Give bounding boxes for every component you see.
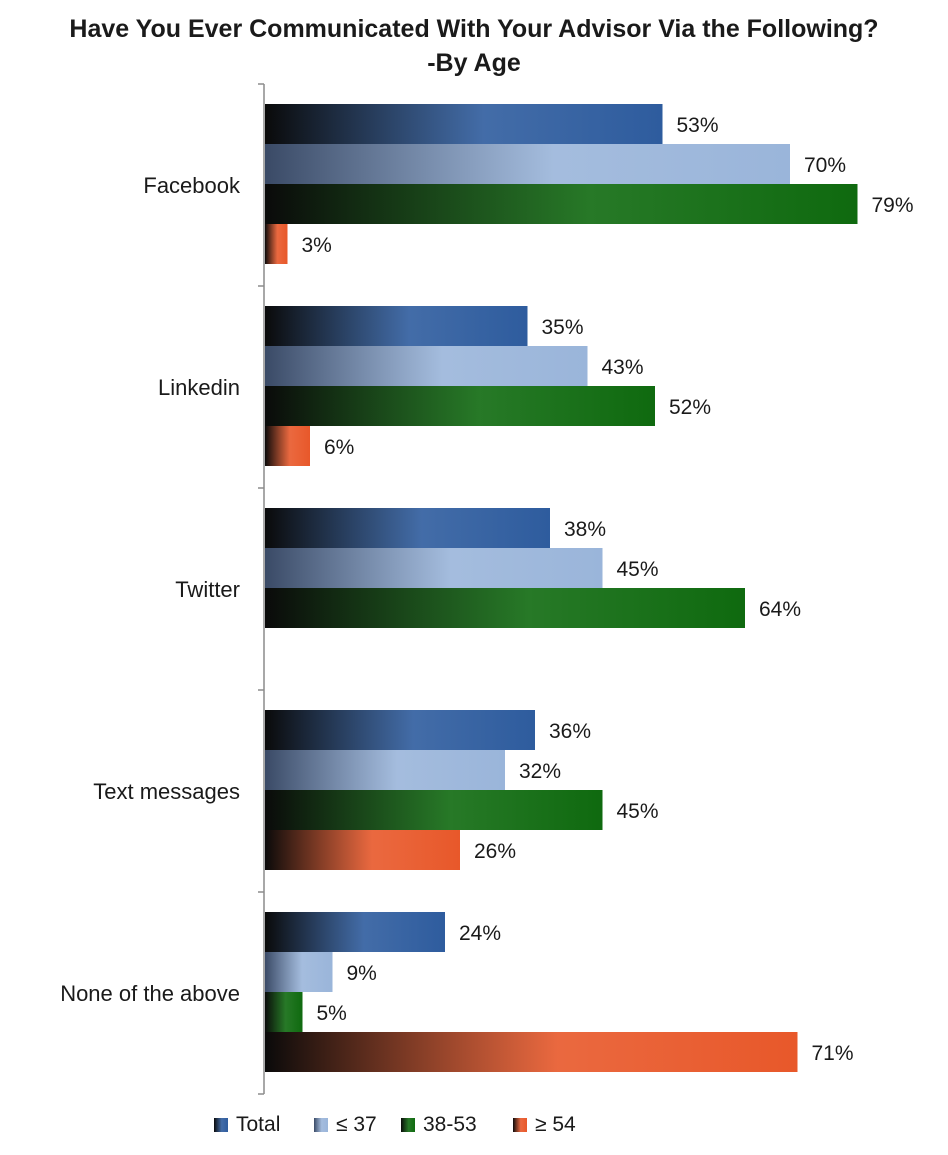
bar-linkedin-54 [265,426,310,466]
bar-facebook-54 [265,224,288,264]
value-label-twitter-37: 45% [617,558,659,581]
bar-linkedin-38-53 [265,386,655,426]
bar-facebook-37 [265,144,790,184]
bar-text-messages-38-53 [265,790,603,830]
bar-none-of-the-above-total [265,912,445,952]
value-label-text-messages-total: 36% [549,720,591,743]
bar-linkedin-total [265,306,528,346]
legend-swatch-38-53 [401,1118,415,1132]
chart-title-block: Have You Ever Communicated With Your Adv… [0,12,948,80]
legend-swatch-total [214,1118,228,1132]
value-label-linkedin-total: 35% [542,316,584,339]
value-label-linkedin-37: 43% [602,356,644,379]
bar-text-messages-37 [265,750,505,790]
bar-twitter-total [265,508,550,548]
bar-facebook-total [265,104,663,144]
value-label-linkedin-38-53: 52% [669,396,711,419]
axis [258,83,265,1095]
value-label-none-of-the-above-54: 71% [812,1042,854,1065]
value-label-none-of-the-above-37: 9% [347,962,377,985]
legend-label-38-53: 38-53 [423,1113,477,1136]
bar-none-of-the-above-38-53 [265,992,303,1032]
value-label-text-messages-38-53: 45% [617,800,659,823]
legend-label-54: ≥ 54 [535,1113,576,1136]
bar-none-of-the-above-37 [265,952,333,992]
bar-facebook-38-53 [265,184,858,224]
value-label-twitter-total: 38% [564,518,606,541]
chart-subtitle: -By Age [427,49,521,77]
category-label-text-messages: Text messages [93,779,240,804]
legend-swatch-54 [513,1118,527,1132]
value-label-none-of-the-above-38-53: 5% [317,1002,347,1025]
value-label-linkedin-54: 6% [324,436,354,459]
category-label-facebook: Facebook [143,173,241,198]
value-label-facebook-total: 53% [677,114,719,137]
value-label-facebook-38-53: 79% [872,194,914,217]
legend: Total ≤ 37 38-53 ≥ 54 [214,1113,576,1136]
category-label-linkedin: Linkedin [158,375,240,400]
value-label-text-messages-54: 26% [474,840,516,863]
bar-text-messages-54 [265,830,460,870]
value-labels: 53% 70% 79% 3% 35% 43% 52% 6% 38% 45% 64% 36% 32% 45%… [302,114,914,1065]
category-label-twitter: Twitter [175,577,240,602]
bar-text-messages-total [265,710,535,750]
bar-linkedin-37 [265,346,588,386]
bar-twitter-38-53 [265,588,745,628]
value-label-none-of-the-above-total: 24% [459,922,501,945]
chart-title: Have You Ever Communicated With Your Adv… [69,15,879,43]
legend-label-total: Total [236,1113,280,1136]
value-label-text-messages-37: 32% [519,760,561,783]
bars [265,104,858,1072]
bar-twitter-37 [265,548,603,588]
category-labels: Facebook Linkedin Twitter Text messages None… [60,173,241,1006]
bar-none-of-the-above-54 [265,1032,798,1072]
value-label-facebook-54: 3% [302,234,332,257]
category-label-none-of-the-above: None of the above [60,981,240,1006]
legend-label-37: ≤ 37 [336,1113,377,1136]
value-label-facebook-37: 70% [804,154,846,177]
legend-swatch-37 [314,1118,328,1132]
value-label-twitter-38-53: 64% [759,598,801,621]
